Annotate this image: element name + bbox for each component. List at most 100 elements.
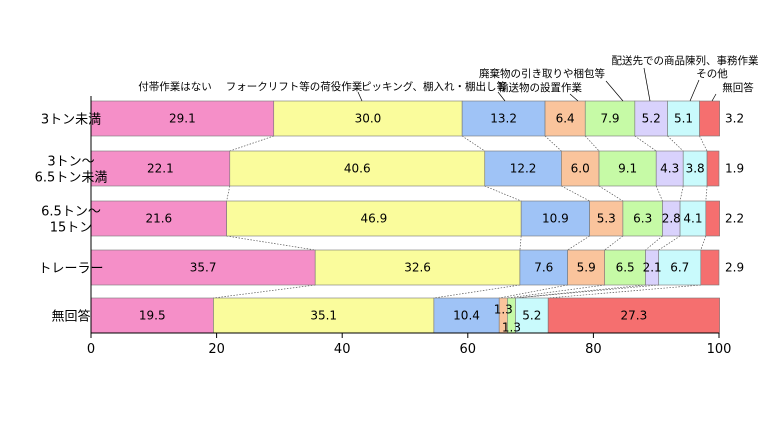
value-label: 6.4 (556, 112, 575, 126)
x-tick-label: 60 (460, 342, 477, 357)
category-label: 3トン未満 (41, 113, 101, 128)
value-label: 1.3 (494, 303, 513, 317)
value-label: 27.3 (621, 309, 648, 323)
value-label: 19.5 (139, 309, 166, 323)
annotation-leader (569, 93, 579, 102)
bar-segment (634, 100, 668, 137)
category-label: 3トン～ (47, 155, 94, 170)
annotation-leader (605, 80, 624, 102)
bar-segment (667, 100, 700, 137)
bars (90, 100, 720, 334)
value-label: 12.2 (510, 162, 537, 176)
value-label: 4.3 (660, 162, 679, 176)
x-axis: 0 20 40 60 80 100 (87, 96, 732, 357)
bar-segment (705, 200, 720, 237)
connector-line (655, 185, 663, 202)
annotation-leader (643, 67, 651, 102)
bar-segment (90, 100, 275, 137)
connector-line (634, 135, 657, 152)
value-label: 7.9 (600, 112, 619, 126)
connector-line (679, 185, 684, 202)
value-label: 35.7 (190, 261, 217, 275)
x-tick-label: 20 (208, 342, 225, 357)
annotation-leader (357, 91, 363, 102)
connector-line (499, 284, 568, 299)
connector-line (433, 284, 520, 299)
connector-line (229, 135, 274, 152)
bar-segment (273, 100, 463, 137)
value-label: 3.2 (725, 112, 744, 126)
series-annotation: 無回答 (722, 81, 754, 94)
value-label: 5.2 (522, 309, 541, 323)
bar-segment (598, 150, 657, 187)
value-label: 2.9 (725, 261, 744, 275)
connector-line (484, 185, 522, 202)
series-annotation: その他 (696, 67, 728, 80)
connector-line (700, 235, 707, 251)
connector-line (226, 235, 316, 251)
connector-line (544, 135, 562, 152)
value-label: 40.6 (344, 162, 371, 176)
value-label: 2.1 (643, 261, 662, 275)
bar-segment (229, 150, 486, 187)
value-label: 1.9 (725, 162, 744, 176)
connector-line (226, 185, 231, 202)
value-label: 46.9 (361, 212, 388, 226)
bar-segment (314, 249, 521, 286)
bar-segment (584, 100, 636, 137)
connector-line (515, 284, 646, 299)
bar-segment (547, 297, 720, 334)
value-label: 35.1 (310, 309, 337, 323)
bar-segment (515, 297, 549, 334)
value-label: 6.0 (571, 162, 590, 176)
connector-line (519, 235, 522, 251)
connector-lines (213, 135, 708, 299)
value-label: 22.1 (147, 162, 174, 176)
value-label: 13.2 (490, 112, 517, 126)
value-label: 2.8 (662, 212, 681, 226)
value-label: 21.6 (145, 212, 172, 226)
series-annotation: 輸送物の設置作業 (498, 81, 582, 94)
bar-segment (700, 249, 720, 286)
bar-segment (604, 249, 646, 286)
connector-line (667, 135, 684, 152)
value-label: 5.3 (597, 212, 616, 226)
connector-line (213, 284, 316, 299)
value-label: 3.8 (686, 162, 705, 176)
bar-segment (461, 100, 546, 137)
value-label: 6.5 (616, 261, 635, 275)
connector-line (461, 135, 485, 152)
category-label: 6.5トン～ (41, 205, 101, 220)
bar-segment (658, 249, 702, 286)
connector-line (584, 135, 600, 152)
category-label: 15トン (50, 221, 93, 236)
annotation-leader (689, 79, 700, 102)
bar-segment (90, 249, 316, 286)
connector-line (598, 185, 624, 202)
bar-segment (484, 150, 562, 187)
connector-line (705, 185, 708, 202)
connector-line (567, 235, 590, 251)
series-annotation: ピッキング、棚入れ・棚出し等 (361, 80, 507, 93)
connector-line (507, 284, 605, 299)
bar-segment (561, 150, 600, 187)
value-label: 30.0 (355, 112, 382, 126)
bar-segment (706, 150, 720, 187)
value-label: 32.6 (404, 261, 431, 275)
category-label: トレーラー (38, 262, 103, 277)
value-label: 1.3 (502, 321, 521, 335)
bar-segment (90, 150, 231, 187)
bar-segment (519, 249, 568, 286)
connector-line (699, 135, 708, 152)
value-label: 6.3 (633, 212, 652, 226)
x-tick-label: 80 (585, 342, 602, 357)
series-annotation: フォークリフト等の荷役作業 (226, 80, 363, 93)
bar-segment (567, 249, 606, 286)
category-label: 無回答 (51, 309, 90, 325)
x-tick-label: 100 (707, 342, 732, 357)
connector-line (604, 235, 624, 251)
bar-segment (622, 200, 663, 237)
series-annotation: 付帯作業はない (138, 80, 212, 93)
bar-segment (655, 150, 684, 187)
